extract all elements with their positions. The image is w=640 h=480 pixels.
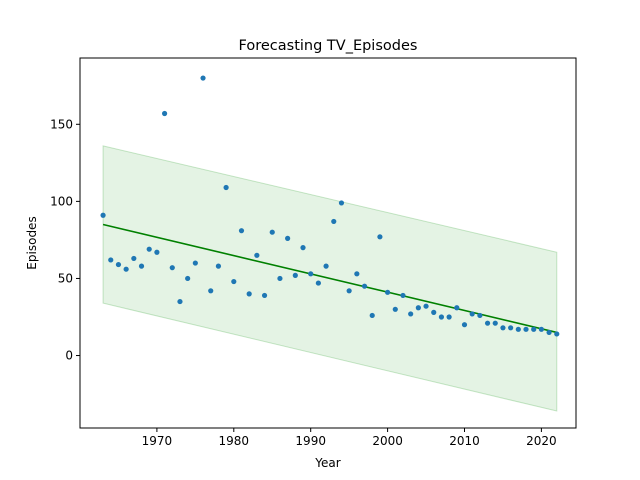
data-point	[254, 252, 260, 258]
data-point	[377, 234, 383, 240]
data-point	[531, 326, 537, 332]
y-tick-label: 50	[58, 271, 73, 285]
chart-title: Forecasting TV_Episodes	[239, 38, 418, 54]
data-point	[454, 305, 460, 311]
data-point	[346, 288, 352, 294]
data-point	[338, 200, 345, 206]
data-point	[392, 306, 398, 312]
data-point	[469, 311, 475, 317]
data-point	[138, 263, 145, 269]
x-tick-label: 1990	[295, 434, 326, 448]
data-point	[215, 263, 222, 269]
data-point	[384, 289, 391, 295]
data-point	[515, 326, 521, 332]
data-point	[246, 291, 252, 297]
data-point	[538, 326, 544, 332]
y-tick-label: 150	[50, 117, 73, 131]
data-point	[231, 278, 237, 285]
plot-frame	[79, 57, 577, 429]
y-axis-title: Episodes	[25, 216, 39, 269]
x-tick-label: 2010	[449, 434, 480, 448]
data-point	[477, 312, 483, 319]
data-point	[431, 309, 437, 315]
data-point	[400, 292, 406, 299]
data-point	[438, 314, 445, 320]
x-tick-label: 1980	[219, 434, 250, 448]
data-points-layer	[100, 75, 560, 337]
data-point	[131, 255, 137, 262]
data-point	[161, 110, 168, 117]
data-point	[146, 246, 152, 252]
data-point	[308, 271, 314, 277]
data-point	[492, 320, 498, 326]
data-point	[277, 275, 283, 282]
data-point	[185, 275, 191, 282]
data-point	[446, 314, 452, 320]
data-point	[154, 249, 160, 255]
data-point	[484, 320, 491, 326]
data-point	[546, 329, 552, 336]
data-point	[200, 75, 206, 81]
data-point	[554, 331, 560, 337]
x-tick-label: 2000	[372, 434, 403, 448]
y-tick-label: 0	[65, 349, 73, 363]
data-point	[300, 245, 306, 251]
x-tick-label: 1970	[142, 434, 173, 448]
data-point	[508, 325, 514, 331]
data-point	[423, 303, 429, 309]
data-point	[223, 184, 229, 191]
data-point	[208, 288, 214, 294]
data-point	[100, 212, 106, 218]
data-point	[115, 261, 122, 268]
data-point	[285, 235, 291, 241]
data-point	[323, 263, 329, 269]
x-axis-title: Year	[314, 456, 340, 470]
data-point	[523, 326, 529, 332]
data-point	[269, 229, 275, 235]
data-point	[369, 312, 375, 319]
y-axis-ticks: 0 50 100 150	[50, 117, 80, 363]
data-point	[500, 325, 506, 331]
data-point	[408, 311, 414, 317]
data-point	[315, 280, 321, 286]
data-point	[415, 305, 421, 311]
data-point	[292, 272, 298, 278]
x-tick-label: 2020	[526, 434, 557, 448]
data-point	[238, 228, 245, 234]
x-axis-ticks: 1970 1980 1990 2000 2010 2020	[142, 428, 557, 448]
data-point	[192, 260, 198, 266]
data-point	[123, 266, 129, 272]
data-point	[108, 257, 114, 263]
data-point	[177, 298, 183, 305]
y-tick-label: 100	[50, 194, 73, 208]
data-point	[461, 322, 468, 328]
data-point	[361, 283, 368, 289]
data-point	[169, 265, 175, 271]
data-point	[331, 218, 337, 225]
data-point	[354, 271, 360, 277]
data-point	[261, 292, 268, 299]
